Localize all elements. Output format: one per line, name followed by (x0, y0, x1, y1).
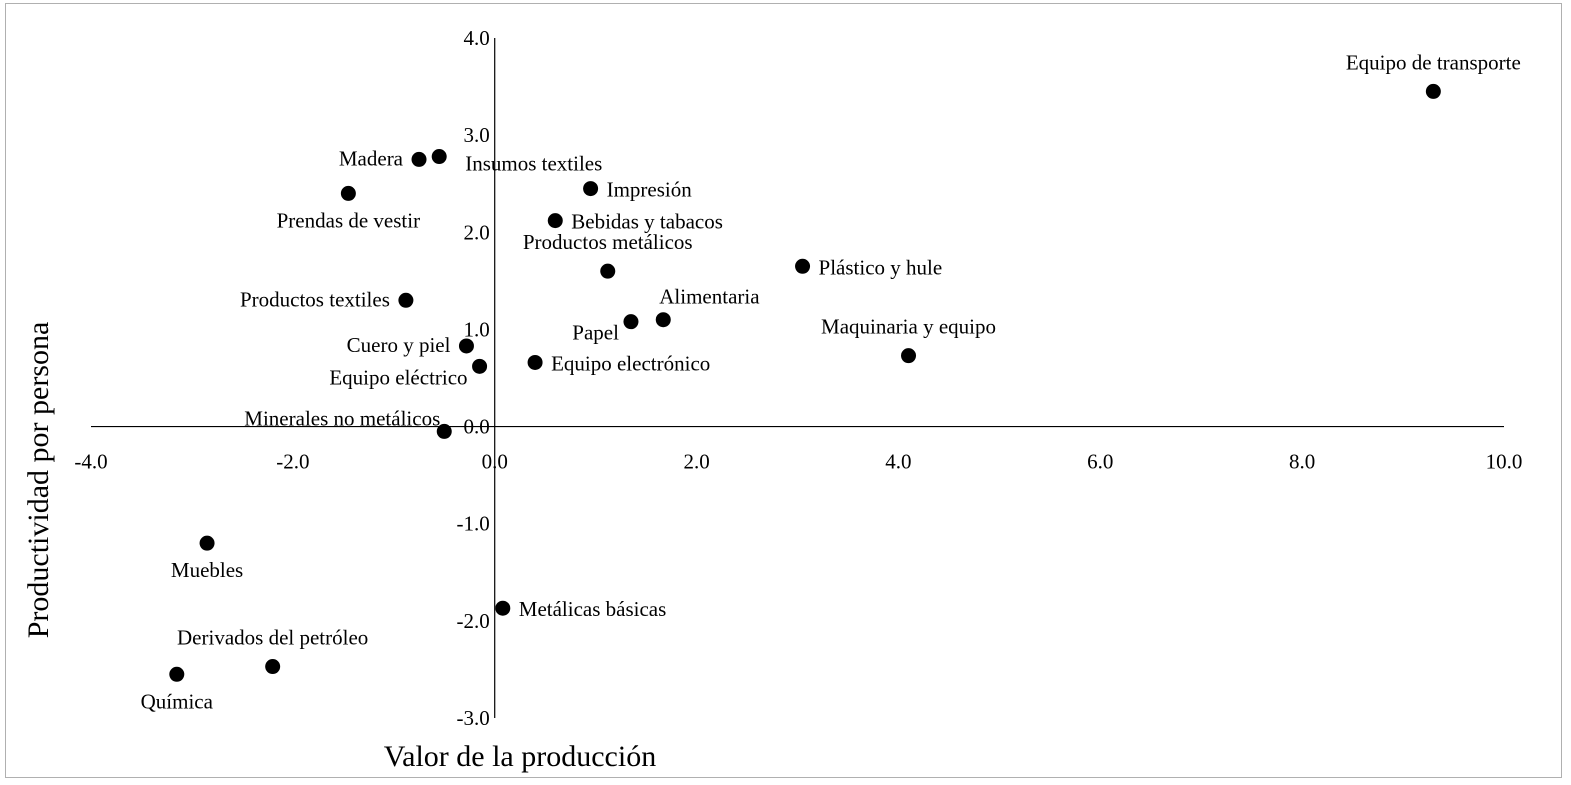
y-axis-title: Productividad por persona (22, 322, 55, 639)
point-label: Maquinaria y equipo (821, 315, 996, 339)
data-point (169, 666, 185, 682)
data-point (398, 292, 414, 308)
data-point (199, 535, 215, 551)
y-tick-label: 0.0 (463, 415, 489, 439)
data-point (623, 314, 639, 330)
data-point (411, 151, 427, 167)
data-point (458, 338, 474, 354)
data-point (431, 149, 447, 165)
x-tick-label: 4.0 (885, 450, 911, 474)
point-label: Madera (339, 146, 404, 170)
x-tick-label: 10.0 (1486, 450, 1523, 474)
y-tick-label: -3.0 (456, 706, 489, 730)
point-label: Equipo electrónico (551, 351, 710, 375)
point-label: Metálicas básicas (519, 597, 667, 621)
y-tick-label: 4.0 (463, 26, 489, 50)
data-point (436, 423, 452, 439)
data-point (265, 659, 281, 675)
point-label: Muebles (171, 558, 243, 582)
y-tick-label: 2.0 (463, 220, 489, 244)
y-tick-label: -2.0 (456, 609, 489, 633)
point-label: Productos metálicos (523, 230, 693, 254)
data-point (600, 263, 616, 279)
point-label: Minerales no metálicos (244, 406, 440, 430)
data-point (795, 258, 811, 274)
point-label: Bebidas y tabacos (571, 210, 723, 234)
x-tick-label: 2.0 (683, 450, 709, 474)
data-point (583, 181, 599, 197)
data-point (527, 354, 543, 370)
data-point (472, 358, 488, 374)
point-label: Cuero y piel (347, 333, 451, 357)
point-label: Impresión (607, 178, 693, 202)
point-label: Insumos textiles (465, 152, 602, 176)
y-tick-label: 3.0 (463, 123, 489, 147)
chart-frame (5, 3, 1562, 778)
point-label: Equipo eléctrico (329, 365, 467, 389)
point-label: Química (141, 689, 214, 713)
x-tick-label: -4.0 (74, 450, 107, 474)
y-tick-label: -1.0 (456, 512, 489, 536)
point-label: Papel (572, 321, 619, 345)
data-point (340, 185, 356, 201)
data-point (901, 348, 917, 364)
point-label: Prendas de vestir (277, 208, 420, 232)
y-tick-label: 1.0 (463, 317, 489, 341)
point-label: Plástico y hule (819, 255, 943, 279)
x-tick-label: 6.0 (1087, 450, 1113, 474)
x-axis-title: Valor de la producción (384, 740, 656, 773)
point-label: Equipo de transporte (1346, 50, 1521, 74)
point-label: Productos textiles (240, 287, 390, 311)
data-point (495, 600, 511, 616)
x-tick-label: -2.0 (276, 450, 309, 474)
data-point (655, 312, 671, 328)
x-tick-label: 8.0 (1289, 450, 1315, 474)
point-label: Derivados del petróleo (177, 626, 368, 650)
data-point (547, 213, 563, 229)
x-tick-label: 0.0 (482, 450, 508, 474)
data-point (1425, 83, 1441, 99)
point-label: Alimentaria (659, 285, 760, 309)
